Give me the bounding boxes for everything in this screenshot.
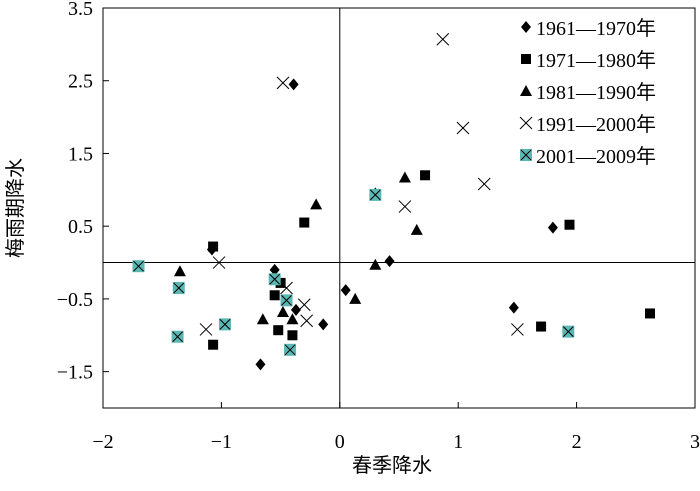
- data-point-series-1: [318, 318, 329, 331]
- y-tick-label: 0.5: [68, 216, 93, 238]
- x-tick-label: −1: [211, 431, 232, 453]
- legend: 1961—1970年 1971—1980年 1981—1990年 1991—2000年…: [519, 17, 656, 168]
- x-axis-ticks: −2 −1 0 1 2 3: [92, 402, 700, 453]
- data-point-series-5: [132, 260, 145, 273]
- legend-label-4: 1991—2000年: [536, 113, 656, 136]
- data-point-series-3: [398, 171, 411, 183]
- data-point-series-4: [436, 32, 450, 46]
- data-point-series-2: [269, 290, 280, 301]
- data-point-series-5: [369, 188, 382, 201]
- data-point-series-4: [511, 323, 524, 336]
- data-points: [132, 32, 656, 371]
- data-point-series-5: [171, 330, 184, 343]
- x-tick-label: 2: [572, 431, 582, 453]
- legend-marker-3: [520, 85, 532, 96]
- data-point-series-5: [268, 273, 281, 286]
- data-point-series-2: [420, 170, 431, 181]
- y-axis-ticks: −1.5 −0.5 0.5 1.5 2.5 3.5: [57, 0, 109, 384]
- data-point-series-1: [255, 358, 266, 371]
- plot-area-frame: [102, 7, 696, 409]
- data-point-series-2: [273, 325, 284, 336]
- legend-marker-5: [520, 149, 532, 161]
- data-point-series-5: [280, 294, 293, 307]
- y-tick-label: −1.5: [57, 362, 93, 384]
- legend-label-5: 2001—2009年: [536, 145, 656, 168]
- data-point-series-1: [547, 221, 558, 234]
- data-point-series-2: [299, 217, 310, 228]
- x-tick-label: −2: [92, 431, 113, 453]
- data-point-series-4: [212, 256, 226, 269]
- legend-label-2: 1971—1980年: [536, 49, 656, 72]
- data-point-series-3: [349, 292, 362, 304]
- data-point-series-1: [288, 78, 299, 91]
- y-tick-label: 2.5: [68, 71, 93, 93]
- data-point-series-2: [287, 330, 298, 341]
- data-point-series-2: [536, 321, 547, 332]
- data-point-series-2: [645, 308, 656, 319]
- legend-marker-4: [519, 116, 533, 130]
- legend-marker-1: [521, 21, 531, 33]
- data-point-series-1: [384, 255, 395, 268]
- y-tick-label: 1.5: [68, 143, 93, 165]
- legend-label-1: 1961—1970年: [536, 17, 656, 40]
- data-point-series-3: [369, 258, 382, 270]
- legend-label-3: 1981—1990年: [536, 81, 656, 104]
- legend-marker-2: [521, 54, 531, 64]
- data-point-series-5: [172, 282, 185, 294]
- y-tick-label: 3.5: [68, 0, 93, 20]
- data-point-series-1: [340, 284, 351, 297]
- data-point-series-3: [173, 265, 186, 277]
- data-point-series-4: [280, 281, 293, 295]
- data-point-series-1: [269, 263, 280, 276]
- data-point-series-5: [218, 318, 231, 331]
- data-point-series-4: [199, 323, 213, 336]
- x-tick-label: 0: [335, 431, 345, 453]
- data-point-series-3: [276, 306, 289, 317]
- x-tick-label: 3: [690, 431, 700, 453]
- data-point-series-4: [477, 177, 491, 191]
- data-point-series-4: [297, 298, 311, 312]
- data-point-series-5: [284, 343, 297, 356]
- data-point-series-3: [256, 313, 269, 325]
- data-point-series-5: [562, 325, 575, 338]
- data-point-series-3: [310, 198, 323, 210]
- data-point-series-4: [456, 121, 470, 135]
- data-point-series-3: [286, 313, 299, 325]
- data-point-series-4: [276, 76, 290, 90]
- data-point-series-4: [398, 200, 412, 213]
- data-point-series-2: [564, 219, 575, 230]
- data-point-series-2: [208, 241, 219, 252]
- data-point-series-2: [208, 339, 219, 350]
- y-tick-label: −0.5: [57, 289, 93, 311]
- x-axis-label: 春季降水: [352, 454, 432, 477]
- data-point-series-1: [290, 303, 301, 316]
- data-point-series-1: [508, 301, 519, 314]
- x-tick-label: 1: [453, 431, 463, 453]
- y-axis-label: 梅雨期降水: [4, 158, 27, 258]
- data-point-series-3: [410, 223, 423, 235]
- data-point-series-4: [300, 314, 314, 328]
